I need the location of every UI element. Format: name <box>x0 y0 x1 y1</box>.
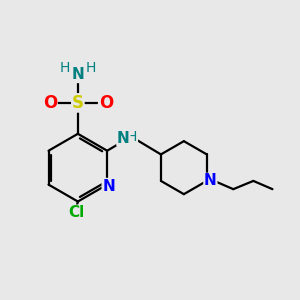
Text: O: O <box>99 94 113 112</box>
Text: N: N <box>102 178 115 194</box>
Text: Cl: Cl <box>68 205 85 220</box>
Text: S: S <box>72 94 84 112</box>
Text: H: H <box>59 61 70 75</box>
Text: H: H <box>86 61 96 75</box>
Text: O: O <box>43 94 57 112</box>
Text: H: H <box>127 130 137 144</box>
Text: N: N <box>204 173 217 188</box>
Text: N: N <box>71 68 84 82</box>
Text: N: N <box>117 130 130 146</box>
